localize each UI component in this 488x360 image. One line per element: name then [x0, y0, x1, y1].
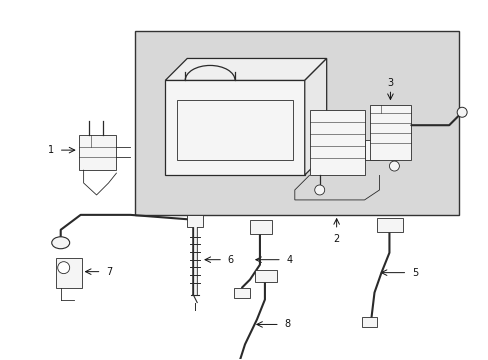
Bar [361, 318, 377, 328]
Ellipse shape [52, 237, 69, 249]
Polygon shape [304, 58, 326, 175]
Bar [377, 218, 403, 232]
Bar [364, 140, 379, 160]
Circle shape [58, 262, 69, 274]
Bar [254, 270, 276, 282]
Bar [79, 135, 116, 170]
Circle shape [456, 107, 466, 117]
Circle shape [388, 161, 399, 171]
Bar [187, 215, 203, 227]
Bar [249, 220, 271, 234]
Circle shape [314, 185, 324, 195]
Text: 5: 5 [411, 267, 418, 278]
Bar [177, 100, 292, 160]
Bar [309, 110, 364, 175]
Text: 6: 6 [226, 255, 233, 265]
Text: 7: 7 [106, 267, 112, 276]
Bar [234, 288, 249, 298]
Bar [165, 80, 304, 175]
Bar [56, 258, 81, 288]
Text: 1: 1 [48, 145, 54, 155]
Polygon shape [165, 58, 326, 80]
Text: 8: 8 [284, 319, 290, 329]
Bar [135, 31, 458, 215]
Bar [369, 105, 410, 160]
Text: 2: 2 [333, 234, 339, 244]
Text: 4: 4 [286, 255, 292, 265]
Text: 3: 3 [386, 78, 393, 88]
